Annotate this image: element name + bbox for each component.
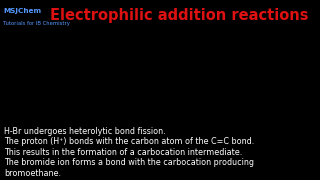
Text: Br: Br [274,78,285,87]
Text: C: C [59,66,66,76]
Text: step 1: step 1 [83,58,109,67]
Text: Electrophilic addition reactions: Electrophilic addition reactions [50,8,308,23]
Text: −: − [172,93,181,103]
Text: bromoethane.: bromoethane. [4,169,61,178]
Text: C: C [142,66,149,76]
Text: H: H [283,54,290,64]
Text: H: H [295,66,303,76]
Text: C: C [276,66,283,76]
Text: H: H [20,54,27,64]
Text: C: C [33,66,41,76]
Text: H: H [22,95,30,105]
Text: H: H [72,54,80,64]
Text: The proton (H⁺) bonds with the carbon atom of the C=C bond.: The proton (H⁺) bonds with the carbon at… [4,137,254,146]
Text: H: H [72,78,80,88]
Text: δ+: δ+ [25,91,34,96]
Text: Tutorials for IB Chemistry: Tutorials for IB Chemistry [3,21,70,26]
Text: step 2: step 2 [208,58,234,67]
Text: H: H [177,54,185,64]
FancyArrowPatch shape [38,105,46,110]
FancyArrowPatch shape [167,78,172,95]
Text: H: H [142,77,149,87]
Text: :Br: :Br [156,97,171,107]
Text: H: H [240,54,248,64]
Text: MSJChem: MSJChem [3,8,41,14]
Text: H: H [228,66,235,76]
Text: H: H [190,66,197,76]
Text: This results in the formation of a carbocation intermediate.: This results in the formation of a carbo… [4,148,242,157]
Text: H: H [20,78,27,88]
Text: H: H [247,77,255,87]
Text: H-Br undergoes heterolytic bond fission.: H-Br undergoes heterolytic bond fission. [4,127,165,136]
Text: H: H [135,54,142,64]
FancyArrowPatch shape [31,79,35,92]
Text: H: H [122,66,130,76]
Text: C: C [247,66,255,76]
Text: δ-: δ- [42,91,49,96]
Text: C: C [170,66,178,76]
Text: +: + [178,60,186,70]
Text: The bromide ion forms a bond with the carbocation producing: The bromide ion forms a bond with the ca… [4,158,254,167]
Text: Br: Br [37,95,49,105]
